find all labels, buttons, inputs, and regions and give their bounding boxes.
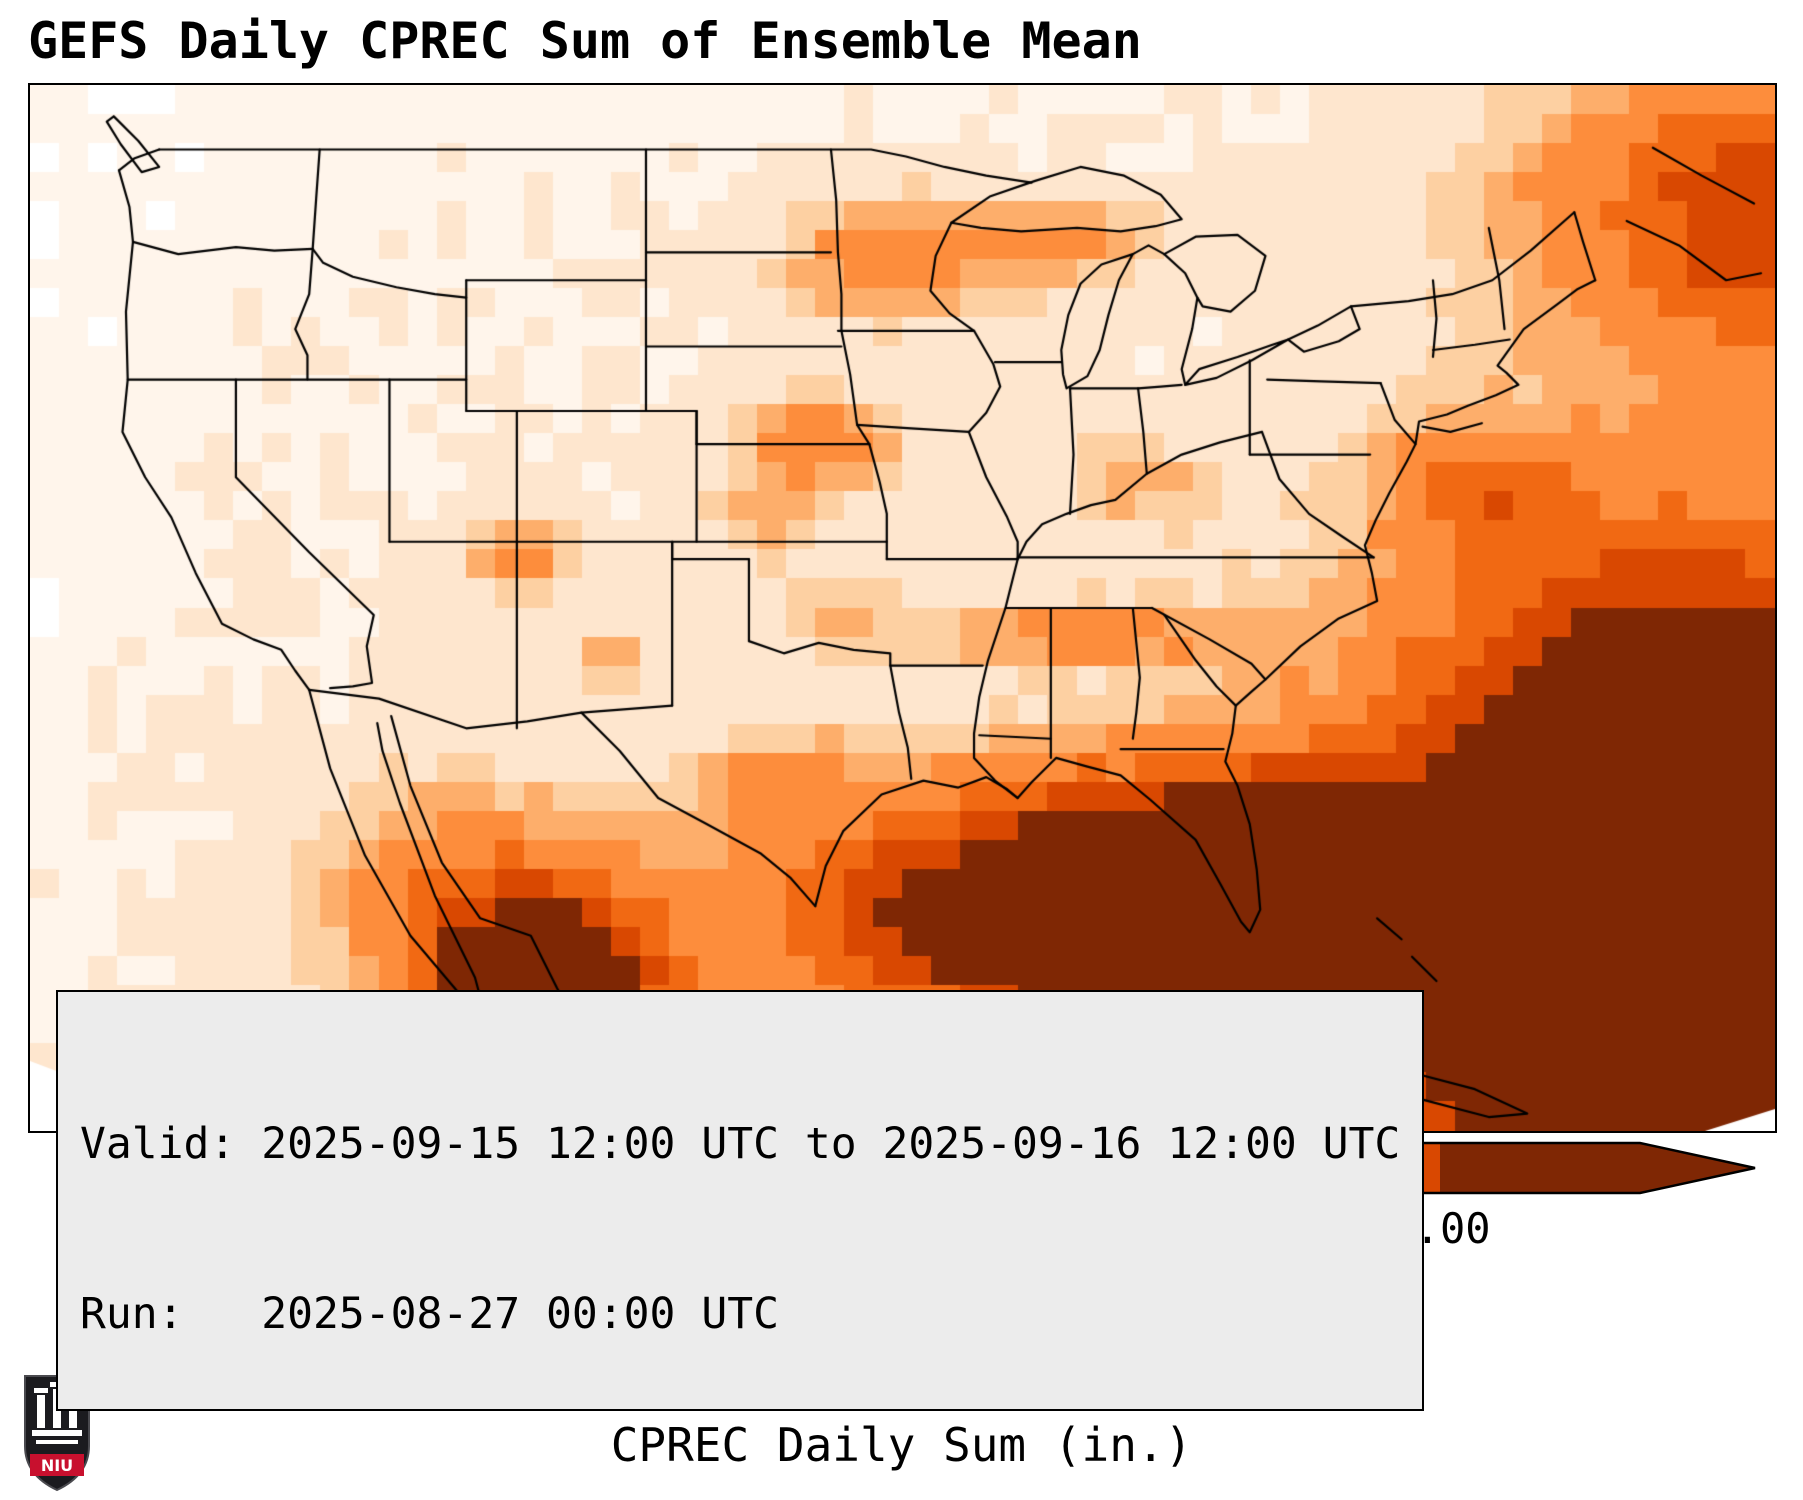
plot-title: GEFS Daily CPREC Sum of Ensemble Mean xyxy=(28,12,1142,70)
colorbar-over-arrow xyxy=(1440,1143,1755,1193)
valid-run-info-box: Valid: 2025-09-15 12:00 UTC to 2025-09-1… xyxy=(56,990,1425,1412)
model-run-text: Run: 2025-08-27 00:00 UTC xyxy=(80,1288,779,1339)
map-frame xyxy=(28,83,1777,1133)
colorbar-axis-label: CPREC Daily Sum (in.) xyxy=(610,1418,1193,1472)
valid-period-text: Valid: 2025-09-15 12:00 UTC to 2025-09-1… xyxy=(80,1118,1401,1169)
niu-logo-text: NIU xyxy=(41,1456,73,1475)
precipitation-map-canvas xyxy=(30,85,1775,1131)
